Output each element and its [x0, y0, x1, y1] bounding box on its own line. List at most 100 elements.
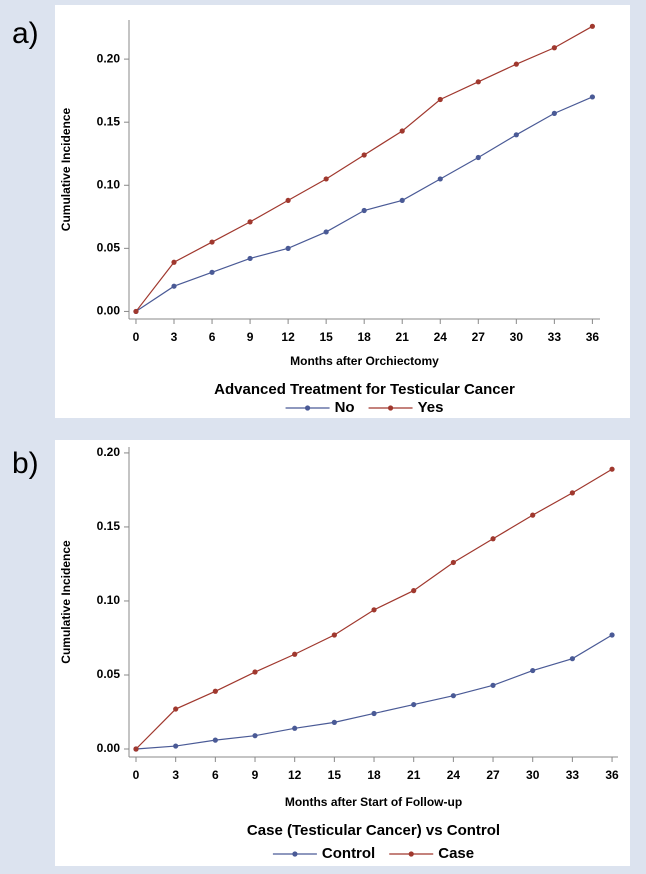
- data-point: [589, 23, 595, 29]
- data-point: [323, 229, 329, 235]
- y-tick-label: 0.15: [97, 114, 121, 128]
- data-point: [437, 176, 443, 182]
- x-tick-label: 0: [133, 768, 140, 782]
- data-point: [209, 239, 215, 245]
- x-tick-label: 9: [252, 768, 259, 782]
- data-point: [569, 490, 575, 496]
- x-tick-label: 12: [281, 330, 295, 344]
- x-tick-label: 18: [367, 768, 381, 782]
- y-tick-label: 0.00: [97, 741, 121, 755]
- data-point: [609, 466, 615, 472]
- data-point: [530, 512, 536, 518]
- x-axis-label: Months after Orchiectomy: [290, 354, 439, 368]
- data-point: [331, 719, 337, 725]
- data-point: [437, 96, 443, 103]
- x-tick-label: 27: [472, 330, 486, 344]
- y-tick-label: 0.10: [97, 593, 121, 607]
- data-point: [209, 269, 215, 275]
- legend-marker: [304, 405, 311, 411]
- data-point: [399, 197, 405, 204]
- data-point: [173, 743, 179, 749]
- legend-marker: [292, 851, 298, 857]
- data-point: [252, 669, 258, 675]
- data-point: [399, 128, 405, 134]
- panel: [55, 5, 630, 418]
- x-tick-label: 33: [566, 768, 580, 782]
- x-tick-label: 27: [486, 768, 500, 782]
- x-tick-label: 30: [526, 768, 540, 782]
- data-point: [490, 536, 496, 542]
- legend-label: Case: [438, 845, 474, 862]
- data-point: [513, 132, 519, 138]
- x-tick-label: 24: [447, 768, 461, 782]
- data-point: [247, 219, 253, 225]
- data-point: [551, 45, 557, 51]
- x-tick-label: 6: [209, 330, 216, 344]
- data-point: [475, 154, 481, 161]
- data-point: [513, 61, 519, 67]
- x-tick-label: 33: [548, 330, 562, 344]
- data-point: [475, 79, 481, 85]
- data-point: [285, 197, 291, 204]
- data-point: [371, 710, 377, 717]
- x-tick-label: 3: [172, 768, 179, 782]
- data-point: [252, 733, 258, 739]
- x-tick-label: 18: [358, 330, 372, 344]
- x-tick-label: 3: [171, 330, 178, 344]
- x-tick-label: 15: [319, 330, 333, 344]
- data-point: [450, 693, 456, 699]
- data-point: [411, 701, 417, 708]
- panel-label: a): [12, 17, 39, 50]
- data-point: [490, 682, 496, 688]
- data-point: [285, 245, 291, 251]
- y-axis-label: Cumulative Incidence: [59, 107, 73, 231]
- data-point: [171, 259, 177, 265]
- data-point: [371, 607, 377, 613]
- x-tick-label: 21: [396, 330, 410, 344]
- panel: [55, 440, 630, 866]
- data-point: [247, 255, 253, 262]
- y-tick-label: 0.00: [97, 304, 121, 318]
- x-tick-label: 6: [212, 768, 219, 782]
- data-point: [212, 737, 218, 743]
- data-point: [323, 176, 329, 182]
- legend-marker: [387, 405, 394, 411]
- x-tick-label: 12: [288, 768, 302, 782]
- data-point: [212, 688, 218, 694]
- legend-marker: [408, 851, 414, 857]
- legend-title: Case (Testicular Cancer) vs Control: [247, 822, 500, 839]
- legend-label: Yes: [418, 399, 444, 416]
- data-point: [530, 667, 536, 674]
- data-point: [411, 588, 417, 594]
- data-point: [551, 110, 557, 116]
- x-tick-label: 36: [586, 330, 600, 344]
- data-point: [133, 308, 139, 315]
- data-point: [609, 632, 615, 638]
- data-point: [292, 725, 298, 731]
- legend-title: Advanced Treatment for Testicular Cancer: [214, 381, 515, 398]
- x-tick-label: 15: [328, 768, 342, 782]
- data-point: [133, 746, 139, 752]
- legend-label: No: [335, 399, 355, 416]
- data-point: [173, 706, 179, 712]
- data-point: [450, 559, 456, 566]
- y-tick-label: 0.20: [97, 445, 121, 459]
- data-point: [361, 152, 367, 158]
- data-point: [569, 656, 575, 662]
- x-tick-label: 0: [133, 330, 140, 344]
- x-axis-label: Months after Start of Follow-up: [285, 795, 462, 809]
- y-tick-label: 0.20: [97, 51, 121, 65]
- data-point: [589, 94, 595, 100]
- data-point: [171, 283, 177, 289]
- y-axis-label: Cumulative Incidence: [59, 540, 73, 664]
- x-tick-label: 21: [407, 768, 421, 782]
- legend-label: Control: [322, 845, 375, 862]
- x-tick-label: 36: [605, 768, 619, 782]
- x-tick-label: 9: [247, 330, 254, 344]
- panel-label: b): [12, 447, 39, 480]
- y-tick-label: 0.15: [97, 519, 121, 533]
- data-point: [292, 651, 298, 657]
- y-tick-label: 0.10: [97, 177, 121, 191]
- data-point: [331, 632, 337, 638]
